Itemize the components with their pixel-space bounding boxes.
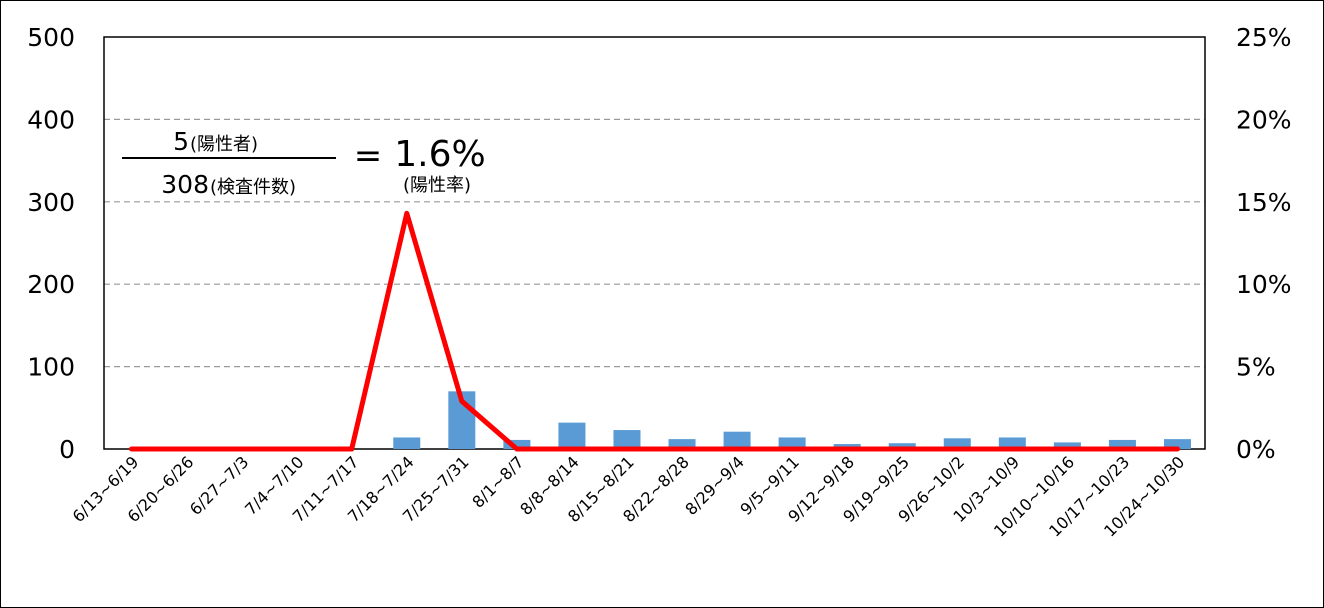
left-axis-tick-label: 0 [59,435,75,464]
bar [613,430,641,449]
bar [778,437,806,449]
right-axis-tick-label: 10% [1236,270,1292,299]
left-axis-tick-label: 400 [27,105,75,134]
plot-area-border [103,36,1206,450]
right-axis-tick-label: 25% [1236,23,1292,52]
right-axis-tick-label: 5% [1236,353,1276,382]
annotation-numerator-label: (陽性者) [190,134,258,155]
left-axis-tick-label: 300 [27,188,75,217]
bar [723,431,751,449]
annotation-denominator-label: (検査件数) [210,177,296,198]
bar [1163,439,1191,449]
annotation-numerator: 5 [173,127,189,156]
bar [888,443,916,449]
bar [503,439,531,449]
annotation-result-label: (陽性率) [403,175,471,196]
bar-series [393,391,1191,449]
positivity-annotation: 5 (陽性者) 308 (検査件数) = 1.6% (陽性率) [122,127,486,199]
bar [998,437,1026,449]
right-axis-tick-label: 15% [1236,188,1292,217]
bar [1053,442,1081,449]
bar [558,422,586,449]
left-axis-tick-label: 500 [27,23,75,52]
right-axis-tick-label: 20% [1236,105,1292,134]
right-axis-tick-label: 0% [1236,435,1276,464]
annotation-result: 1.6% [394,134,485,175]
annotation-denominator: 308 [161,170,209,199]
grid-lines [104,118,1205,368]
bar [668,439,696,449]
positivity-rate-line [129,210,1180,452]
x-axis-tick-label: 8/29~9/4 [681,452,748,519]
bar [1108,439,1136,449]
left-axis: 0 100 200 300 400 500 [27,23,75,464]
line-series [129,210,1180,452]
left-axis-tick-label: 100 [27,353,75,382]
left-axis-tick-label: 200 [27,270,75,299]
x-axis: 6/13~6/196/20~6/266/27~7/37/4~7/107/11~7… [69,452,1189,540]
annotation-equals: = [354,136,383,176]
bar [393,437,421,449]
x-axis-tick-label: 6/27~7/3 [186,452,253,519]
right-axis: 0% 5% 10% 15% 20% 25% [1236,23,1292,464]
bar [943,438,971,449]
